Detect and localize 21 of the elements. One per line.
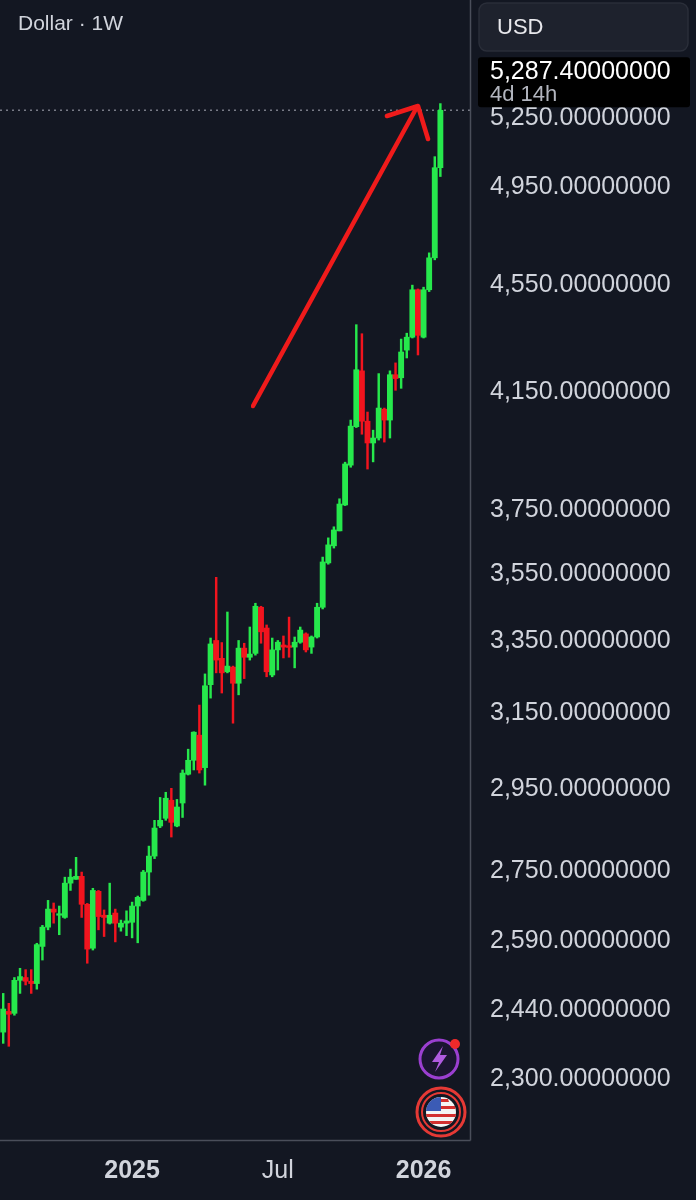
y-tick-label: 2,440.00000000: [490, 994, 671, 1023]
y-tick-label: 3,550.00000000: [490, 557, 671, 586]
y-tick-label: 4,150.00000000: [490, 376, 671, 405]
text: Dollar · 1W: [18, 10, 124, 34]
y-tick-label: 2,590.00000000: [490, 924, 671, 953]
candlestick: [392, 362, 399, 391]
y-tick-label: 3,150.00000000: [490, 697, 671, 726]
x-tick-label: 2026: [395, 1154, 452, 1183]
y-tick-label: 2,300.00000000: [490, 1063, 671, 1092]
x-tick-label: Jul: [261, 1154, 294, 1183]
x-tick-label: 2025: [104, 1154, 161, 1183]
y-tick-label: 3,350.00000000: [490, 625, 671, 654]
y-tick-label: 4,550.00000000: [490, 269, 671, 298]
candlestick: [224, 611, 231, 674]
y-tick-label: 3,750.00000000: [490, 494, 671, 523]
y-tick-label: 4,950.00000000: [490, 170, 671, 199]
y-tick-label: 2,950.00000000: [490, 773, 671, 802]
y-tick-label: 5,250.00000000: [490, 102, 671, 131]
y-axis-title: USD: [497, 14, 544, 40]
y-tick-label: 2,750.00000000: [490, 855, 671, 884]
ref-line-label: 5,287.40000000: [490, 56, 671, 85]
